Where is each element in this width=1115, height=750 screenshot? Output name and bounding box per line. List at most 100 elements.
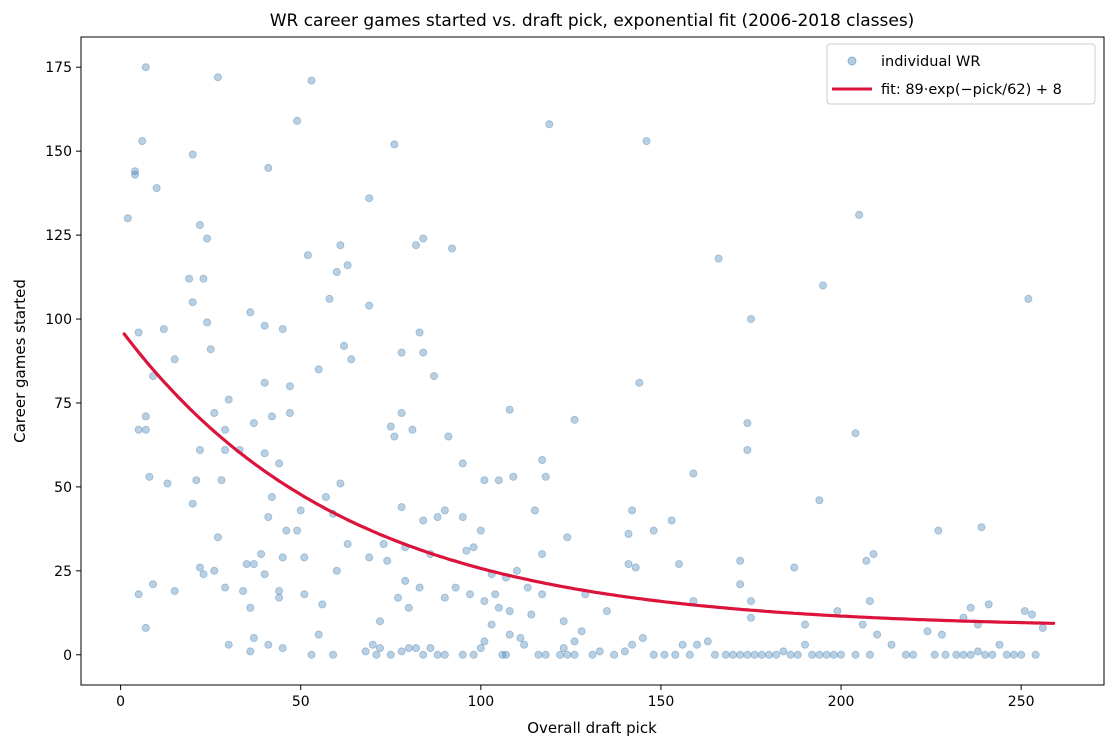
fit-line bbox=[122, 332, 1056, 625]
data-point bbox=[703, 637, 712, 646]
data-point bbox=[275, 587, 284, 596]
data-point bbox=[130, 170, 139, 179]
data-point bbox=[343, 261, 352, 270]
data-point bbox=[984, 600, 993, 609]
data-point bbox=[855, 210, 864, 219]
y-tick-label: 25 bbox=[54, 564, 72, 580]
data-point bbox=[711, 650, 720, 659]
data-point bbox=[959, 650, 968, 659]
data-point bbox=[793, 650, 802, 659]
data-point bbox=[721, 650, 730, 659]
data-point bbox=[141, 412, 150, 421]
data-point bbox=[693, 640, 702, 649]
data-point bbox=[790, 563, 799, 572]
data-point bbox=[365, 301, 374, 310]
data-point bbox=[195, 445, 204, 454]
data-point bbox=[977, 523, 986, 532]
data-point bbox=[973, 647, 982, 656]
data-point bbox=[433, 650, 442, 659]
data-point bbox=[134, 328, 143, 337]
legend: individual WR fit: 89·exp(−pick/62) + 8 bbox=[826, 43, 1096, 105]
data-point bbox=[397, 408, 406, 417]
data-point bbox=[765, 650, 774, 659]
data-point bbox=[372, 650, 381, 659]
data-point bbox=[401, 576, 410, 585]
data-point bbox=[494, 476, 503, 485]
data-point bbox=[476, 526, 485, 535]
data-point bbox=[390, 140, 399, 149]
data-point bbox=[815, 650, 824, 659]
data-point bbox=[865, 650, 874, 659]
data-point bbox=[530, 506, 539, 515]
data-point bbox=[498, 650, 507, 659]
data-point bbox=[1017, 650, 1026, 659]
data-point bbox=[1002, 650, 1011, 659]
data-point bbox=[934, 526, 943, 535]
data-point bbox=[148, 372, 157, 381]
data-point bbox=[750, 650, 759, 659]
data-point bbox=[210, 566, 219, 575]
y-tick-label: 175 bbox=[45, 60, 72, 76]
data-point bbox=[501, 650, 510, 659]
data-point bbox=[779, 647, 788, 656]
data-point bbox=[1038, 623, 1047, 632]
data-point bbox=[729, 650, 738, 659]
data-point bbox=[786, 650, 795, 659]
data-point bbox=[480, 637, 489, 646]
data-point bbox=[509, 472, 518, 481]
data-point bbox=[285, 408, 294, 417]
data-point bbox=[610, 650, 619, 659]
data-point bbox=[267, 412, 276, 421]
data-point bbox=[675, 560, 684, 569]
data-point bbox=[257, 550, 266, 559]
data-point bbox=[545, 120, 554, 129]
data-point bbox=[411, 644, 420, 653]
data-point bbox=[260, 570, 269, 579]
data-point bbox=[404, 603, 413, 612]
data-point bbox=[685, 650, 694, 659]
data-point bbox=[123, 214, 132, 223]
data-point bbox=[440, 650, 449, 659]
data-point bbox=[465, 590, 474, 599]
y-tick-label: 0 bbox=[63, 648, 72, 664]
data-point bbox=[534, 650, 543, 659]
data-point bbox=[966, 603, 975, 612]
data-point bbox=[170, 587, 179, 596]
x-tick-label: 250 bbox=[1008, 694, 1035, 710]
data-point bbox=[801, 640, 810, 649]
data-point bbox=[314, 630, 323, 639]
data-point bbox=[368, 640, 377, 649]
data-point bbox=[451, 583, 460, 592]
data-point bbox=[952, 650, 961, 659]
data-point bbox=[995, 640, 1004, 649]
data-point bbox=[516, 634, 525, 643]
data-point bbox=[339, 341, 348, 350]
data-point bbox=[505, 630, 514, 639]
x-axis-title: Overall draft pick bbox=[527, 719, 657, 737]
data-point bbox=[494, 603, 503, 612]
data-point bbox=[213, 73, 222, 82]
data-point bbox=[224, 640, 233, 649]
data-point bbox=[1028, 610, 1037, 619]
data-point bbox=[246, 603, 255, 612]
data-point bbox=[851, 650, 860, 659]
data-point bbox=[678, 640, 687, 649]
data-point bbox=[541, 650, 550, 659]
data-point bbox=[278, 644, 287, 653]
data-point bbox=[923, 627, 932, 636]
data-point bbox=[239, 587, 248, 596]
data-point bbox=[538, 550, 547, 559]
data-point bbox=[559, 617, 568, 626]
data-point bbox=[714, 254, 723, 263]
data-point bbox=[332, 566, 341, 575]
data-point bbox=[440, 506, 449, 515]
data-point bbox=[379, 540, 388, 549]
data-point bbox=[577, 627, 586, 636]
data-point bbox=[329, 650, 338, 659]
data-point bbox=[757, 650, 766, 659]
data-point bbox=[595, 647, 604, 656]
data-point bbox=[264, 640, 273, 649]
data-point bbox=[419, 234, 428, 243]
data-point bbox=[249, 560, 258, 569]
data-point bbox=[188, 150, 197, 159]
